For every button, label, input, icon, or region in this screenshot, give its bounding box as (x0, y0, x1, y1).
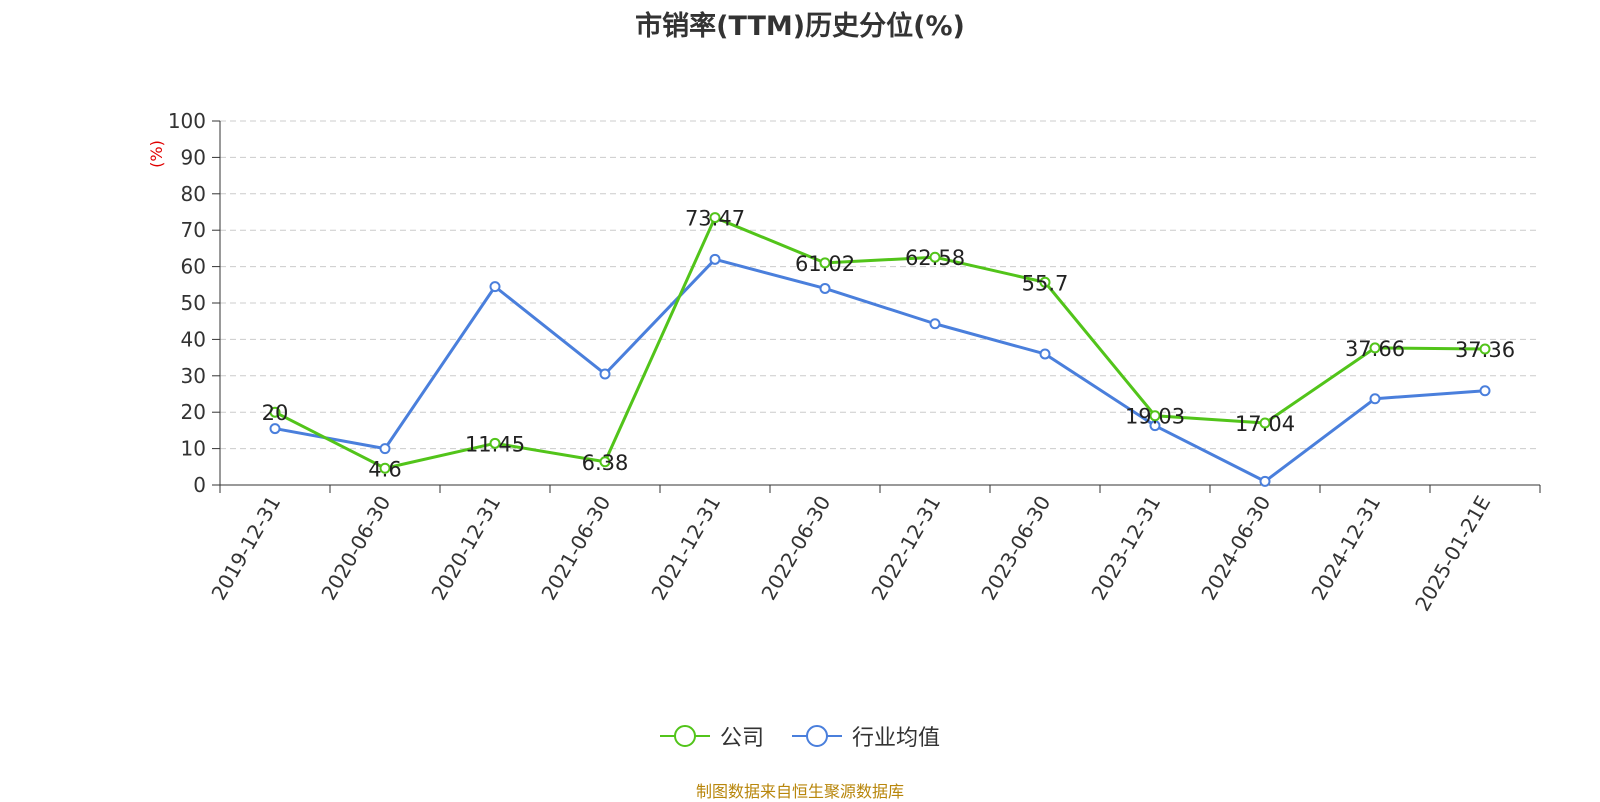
legend-item-industry-avg[interactable]: 行业均值 (792, 720, 940, 752)
data-label: 62.58 (905, 246, 965, 270)
data-point (269, 423, 281, 435)
data-point (1039, 348, 1051, 360)
data-point (1039, 276, 1051, 288)
y-tick-label: 90 (181, 145, 206, 169)
data-point (379, 443, 391, 455)
data-point (929, 251, 941, 263)
data-label: 73.47 (685, 207, 745, 231)
y-tick-label: 60 (181, 255, 206, 279)
series-line-0 (274, 216, 1486, 470)
data-point (379, 462, 391, 474)
data-point (1479, 343, 1491, 355)
x-tick-label: 2022-12-31 (866, 492, 945, 605)
x-tick-label: 2023-06-30 (976, 492, 1055, 605)
data-point (929, 318, 941, 330)
data-point (1149, 410, 1161, 422)
data-point (1479, 385, 1491, 397)
y-tick-label: 30 (181, 364, 206, 388)
x-tick-label: 2025-01-21E (1410, 492, 1495, 616)
data-label: 20 (262, 401, 289, 425)
data-point (269, 406, 281, 418)
data-point (1259, 417, 1271, 429)
series-line-1 (274, 257, 1486, 483)
x-tick-label: 2024-06-30 (1196, 492, 1275, 605)
x-tick-label: 2021-12-31 (646, 492, 725, 605)
data-point (709, 212, 721, 224)
y-tick-label: 100 (168, 109, 206, 133)
data-point (599, 368, 611, 380)
data-point (819, 257, 831, 269)
y-tick-label: 0 (193, 473, 206, 497)
legend-label-industry-avg: 行业均值 (852, 726, 941, 751)
legend-label-company: 公司 (719, 726, 764, 751)
legend-industry-line-icon (792, 724, 842, 748)
data-label: 4.6 (368, 457, 401, 481)
data-point (1369, 342, 1381, 354)
data-point (709, 253, 721, 265)
data-point (599, 456, 611, 468)
data-label: 17.04 (1235, 412, 1295, 436)
chart-title: 市销率(TTM)历史分位(%) (635, 11, 965, 42)
x-tick-label: 2024-12-31 (1306, 492, 1385, 605)
y-tick-label: 40 (181, 327, 206, 351)
data-point (819, 282, 831, 294)
x-tick-label: 2023-12-31 (1086, 492, 1165, 605)
data-label: 37.66 (1345, 337, 1405, 361)
data-label: 6.38 (582, 451, 629, 475)
data-label: 61.02 (795, 252, 855, 276)
x-tick-label: 2022-06-30 (756, 492, 835, 605)
y-tick-label: 50 (181, 291, 206, 315)
legend-item-company[interactable]: 公司 (659, 720, 764, 752)
data-point (1259, 475, 1271, 487)
source-note: 制图数据来自恒生聚源数据库 (695, 782, 904, 801)
y-tick-label: 80 (181, 182, 206, 206)
y-axis-label: (%) (147, 140, 166, 168)
data-point (1369, 393, 1381, 405)
x-tick-label: 2020-06-30 (316, 492, 395, 605)
y-tick-label: 10 (181, 437, 206, 461)
legend-company-line-icon (659, 724, 710, 748)
x-tick-label: 2019-12-31 (206, 492, 285, 605)
data-label: 37.36 (1455, 338, 1515, 362)
data-label: 55.7 (1022, 271, 1069, 295)
data-label: 19.03 (1125, 405, 1185, 429)
data-label: 11.45 (465, 432, 525, 456)
data-point (489, 281, 501, 293)
x-tick-label: 2021-06-30 (536, 492, 615, 605)
y-tick-label: 70 (181, 218, 206, 242)
y-tick-label: 20 (181, 400, 206, 424)
data-point (489, 437, 501, 449)
x-tick-label: 2020-12-31 (426, 492, 505, 605)
legend: 公司 行业均值 (0, 720, 1600, 752)
